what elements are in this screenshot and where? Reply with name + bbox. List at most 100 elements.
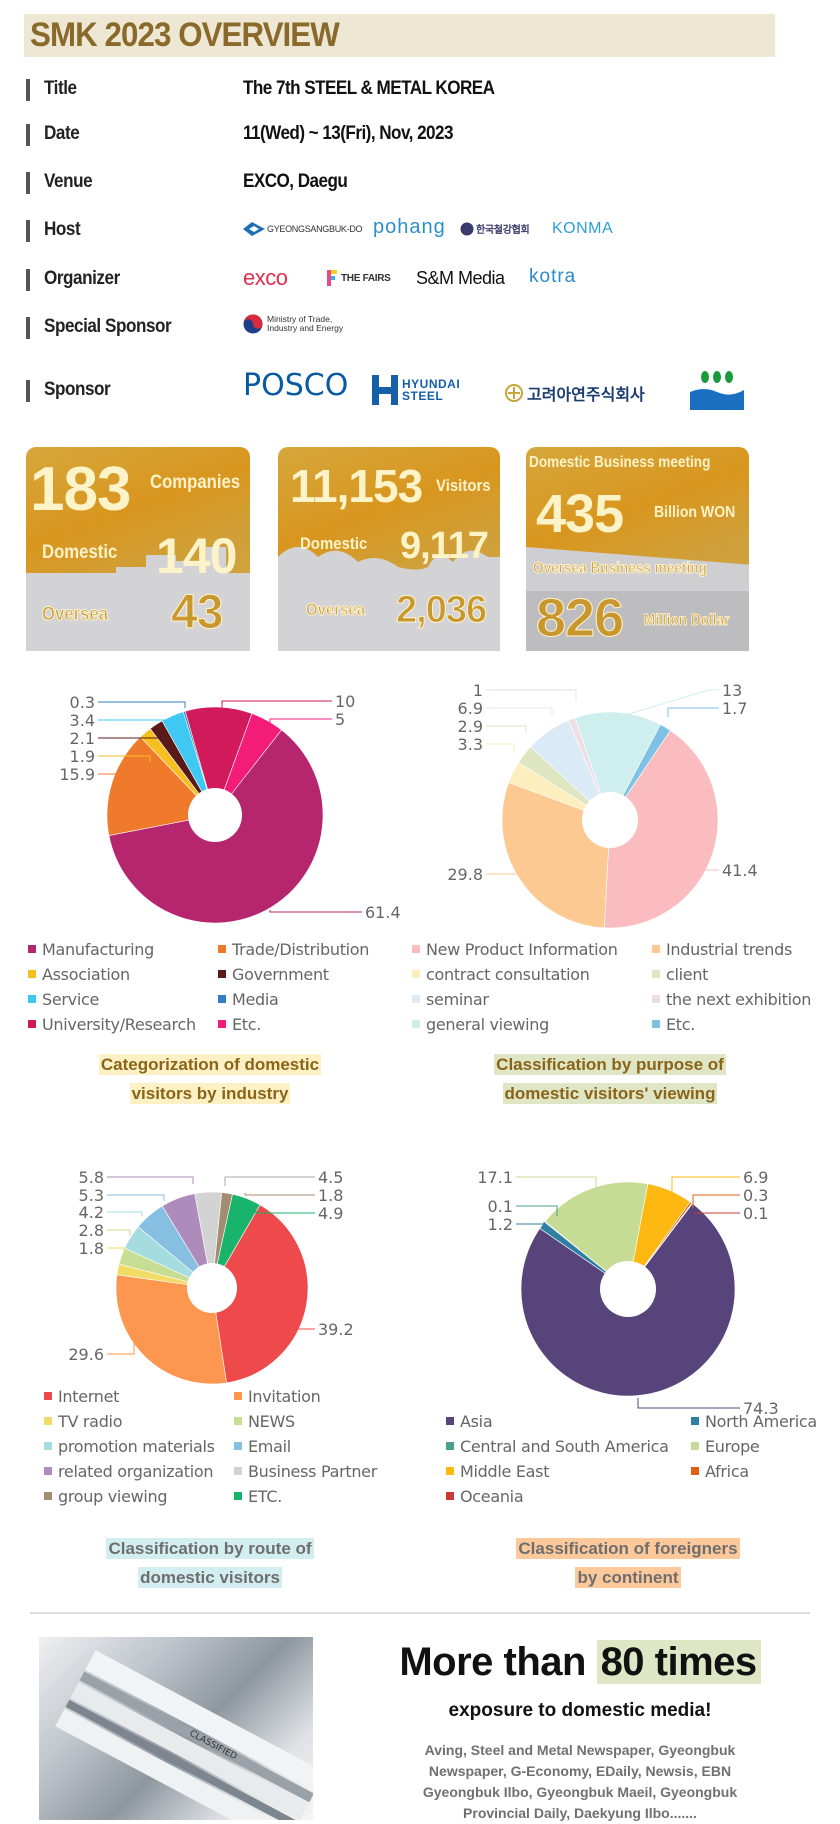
legend-swatch bbox=[446, 1417, 454, 1425]
visitors-oversea-label: Oversea bbox=[306, 600, 366, 619]
data-label: 2.8 bbox=[79, 1221, 104, 1240]
legend-swatch bbox=[412, 945, 420, 953]
leader-line bbox=[107, 1229, 131, 1236]
leader-line bbox=[486, 868, 521, 875]
pie-slice bbox=[609, 724, 671, 821]
legend-swatch bbox=[28, 945, 36, 953]
business-domestic-label: Domestic Business meeting bbox=[529, 454, 711, 471]
legend-swatch bbox=[652, 970, 660, 978]
legend-label: Trade/Distribution bbox=[232, 940, 370, 959]
leader-line bbox=[692, 1194, 740, 1208]
legend-item: New Product Information bbox=[412, 940, 618, 959]
data-label: 5 bbox=[335, 710, 345, 729]
data-label: 5.3 bbox=[79, 1186, 104, 1205]
leader-line bbox=[516, 1205, 558, 1216]
data-label: 2.1 bbox=[70, 729, 95, 748]
hyundai-steel-emblem-icon bbox=[372, 375, 398, 405]
legend-swatch bbox=[691, 1467, 699, 1475]
leader-line bbox=[486, 707, 553, 716]
legend-label: Etc. bbox=[666, 1015, 696, 1034]
legend-swatch bbox=[218, 945, 226, 953]
legend-item: ETC. bbox=[234, 1487, 282, 1506]
legend-item: related organization bbox=[44, 1462, 213, 1481]
data-label: 15.9 bbox=[59, 765, 95, 784]
legend-item: Internet bbox=[44, 1387, 119, 1406]
legend-label: contract consultation bbox=[426, 965, 590, 984]
legend-item: Central and South America bbox=[446, 1437, 669, 1456]
legend-item: general viewing bbox=[412, 1015, 549, 1034]
stat-card-companies: 183 Companies Domestic 140 Oversea 43 bbox=[26, 447, 250, 651]
leader-line bbox=[486, 689, 577, 702]
legend-swatch bbox=[28, 970, 36, 978]
legend-label: Africa bbox=[705, 1462, 749, 1481]
legend-swatch bbox=[412, 970, 420, 978]
leader-line bbox=[667, 707, 719, 717]
data-label: 3.3 bbox=[458, 735, 483, 754]
legend-item: Email bbox=[234, 1437, 291, 1456]
legend-item: Government bbox=[218, 965, 329, 984]
legend-label: Central and South America bbox=[460, 1437, 669, 1456]
leader-line bbox=[107, 1194, 165, 1201]
legend-item: Middle East bbox=[446, 1462, 549, 1481]
legend-swatch bbox=[691, 1442, 699, 1450]
leader-line bbox=[224, 1176, 315, 1186]
data-label: 4.2 bbox=[79, 1203, 104, 1222]
legend-item: client bbox=[652, 965, 708, 984]
logo-kotra: kotra bbox=[529, 266, 577, 287]
legend-item: NEWS bbox=[234, 1412, 295, 1431]
legend-swatch bbox=[652, 1020, 660, 1028]
page-title: SMK 2023 OVERVIEW bbox=[30, 16, 340, 54]
data-label: 1.9 bbox=[70, 747, 95, 766]
legend-swatch bbox=[234, 1392, 242, 1400]
business-domestic-unit: Billion WON bbox=[654, 504, 736, 521]
logo-pohang: pohang bbox=[373, 216, 446, 238]
legend-swatch bbox=[234, 1467, 242, 1475]
legend-item: TV radio bbox=[44, 1412, 122, 1431]
legend-label: Oceania bbox=[460, 1487, 524, 1506]
legend-item: the next exhibition bbox=[652, 990, 811, 1009]
data-label: 29.8 bbox=[447, 865, 483, 884]
legend-label: seminar bbox=[426, 990, 489, 1009]
legend-swatch bbox=[446, 1442, 454, 1450]
visitors-oversea: 2,036 bbox=[395, 589, 487, 631]
legend-swatch bbox=[44, 1392, 52, 1400]
legend-label: Etc. bbox=[232, 1015, 262, 1034]
data-label: 1.8 bbox=[318, 1186, 343, 1205]
pie-slice bbox=[211, 1193, 261, 1289]
legend-label: group viewing bbox=[58, 1487, 168, 1506]
data-label: 5.8 bbox=[79, 1168, 104, 1187]
legend-swatch bbox=[218, 1020, 226, 1028]
legend-item: Business Partner bbox=[234, 1462, 377, 1481]
headline-highlight: 80 times bbox=[596, 1640, 761, 1684]
legend-label: related organization bbox=[58, 1462, 214, 1481]
leader-line bbox=[486, 725, 527, 733]
legend-item: Africa bbox=[691, 1462, 749, 1481]
leader-line bbox=[107, 1176, 194, 1184]
legend-label: Industrial trends bbox=[666, 940, 793, 959]
label-special-sponsor: Special Sponsor bbox=[44, 316, 172, 337]
legend-swatch bbox=[446, 1467, 454, 1475]
the-fairs-emblem-icon bbox=[327, 270, 337, 286]
stat-card-visitors: 11,153 Visitors Domestic 9,117 Oversea 2… bbox=[278, 447, 500, 651]
data-label: 0.1 bbox=[743, 1204, 768, 1223]
data-label: 0.1 bbox=[488, 1197, 513, 1216]
leader-line bbox=[269, 718, 332, 725]
stat-card-business: Domestic Business meeting 435 Billion WO… bbox=[526, 447, 749, 651]
leader-line bbox=[107, 1211, 143, 1216]
business-oversea: 826 bbox=[535, 588, 624, 648]
legend-swatch bbox=[44, 1442, 52, 1450]
row-marker bbox=[26, 220, 30, 242]
legend-swatch bbox=[446, 1492, 454, 1500]
legend-label: general viewing bbox=[426, 1015, 549, 1034]
data-label: 1.8 bbox=[79, 1239, 104, 1258]
leader-line bbox=[637, 1398, 740, 1409]
label-host: Host bbox=[44, 219, 81, 240]
data-label: 10 bbox=[335, 692, 355, 711]
legend-item: Europe bbox=[691, 1437, 760, 1456]
donut-chart-2: 39.229.61.82.84.25.35.8 4.51.84.9 bbox=[68, 1168, 354, 1385]
legend-item: seminar bbox=[412, 990, 489, 1009]
legend-item: Manufacturing bbox=[28, 940, 154, 959]
companies-oversea-label: Oversea bbox=[42, 604, 109, 625]
data-label: 74.3 bbox=[743, 1399, 779, 1418]
